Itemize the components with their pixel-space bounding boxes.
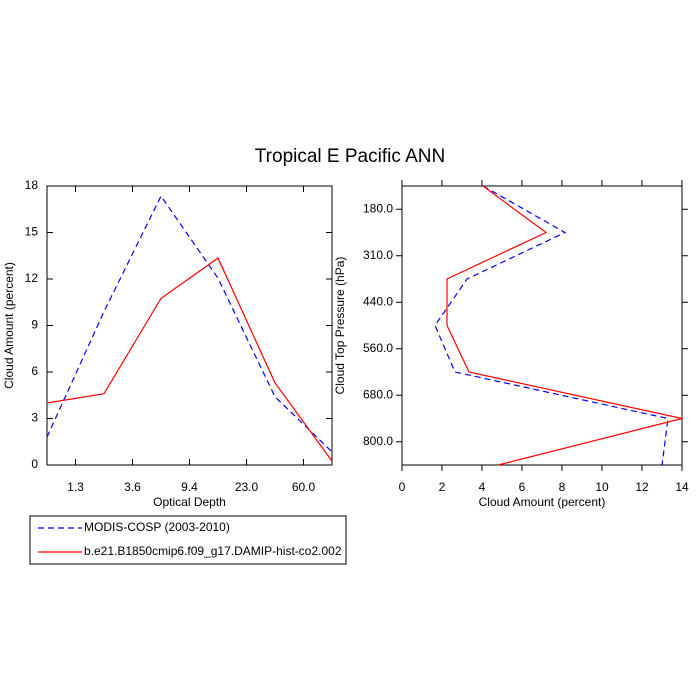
x-tick-label: 12 <box>635 480 649 494</box>
x-tick-label: 23.0 <box>235 480 259 494</box>
series-line <box>446 185 683 466</box>
series-line <box>434 185 669 466</box>
y-tick-label: 6 <box>31 364 38 378</box>
x-tick-label: 1.3 <box>67 480 84 494</box>
y-tick-label: 800.0 <box>363 434 393 448</box>
y-tick-label: 0 <box>31 457 38 471</box>
x-tick-label: 10 <box>595 480 609 494</box>
x-tick-label: 14 <box>675 480 689 494</box>
x-axis-label: Cloud Amount (percent) <box>479 495 606 509</box>
x-tick-label: 0 <box>399 480 406 494</box>
series-line <box>46 257 333 462</box>
x-tick-label: 3.6 <box>124 480 141 494</box>
x-axis-label: Optical Depth <box>153 495 226 509</box>
y-tick-label: 12 <box>25 271 39 285</box>
y-axis-label: Cloud Top Pressure (hPa) <box>333 257 347 395</box>
y-tick-label: 18 <box>25 178 39 192</box>
y-tick-label: 310.0 <box>363 248 393 262</box>
chart-title: Tropical E Pacific ANN <box>255 146 445 167</box>
x-tick-label: 9.4 <box>181 480 198 494</box>
y-tick-label: 3 <box>31 411 38 425</box>
y-axis-label: Cloud Amount (percent) <box>2 262 16 389</box>
plot-frame <box>401 185 683 466</box>
plot-frame <box>46 185 333 466</box>
y-tick-label: 180.0 <box>363 201 393 215</box>
series-line <box>46 194 333 453</box>
legend-label: MODIS-COSP (2003-2010) <box>84 520 230 534</box>
y-tick-label: 560.0 <box>363 341 393 355</box>
y-tick-label: 15 <box>25 225 39 239</box>
legend-label: b.e21.B1850cmip6.f09_g17.DAMIP-hist-co2.… <box>84 544 342 558</box>
legend-box <box>29 515 347 565</box>
x-tick-label: 6 <box>519 480 526 494</box>
x-tick-label: 60.0 <box>292 480 316 494</box>
x-tick-label: 4 <box>479 480 486 494</box>
x-tick-label: 2 <box>439 480 446 494</box>
y-tick-label: 440.0 <box>363 294 393 308</box>
y-tick-label: 9 <box>31 318 38 332</box>
y-tick-label: 680.0 <box>363 387 393 401</box>
x-tick-label: 8 <box>559 480 566 494</box>
